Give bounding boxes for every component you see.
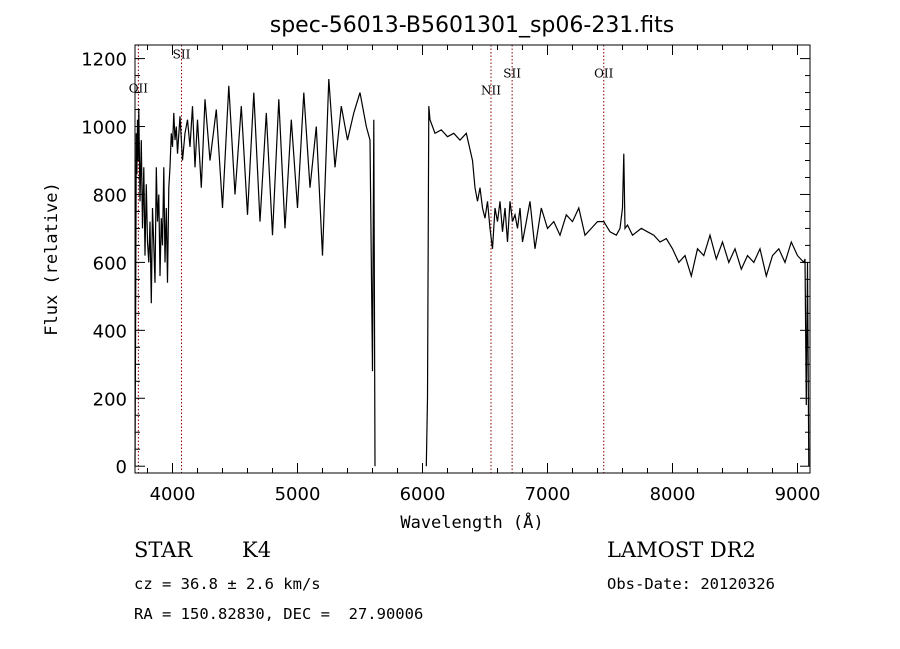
- emission-line-label: NII: [481, 83, 501, 97]
- flux-series-line: [134, 78, 810, 467]
- x-tick-label: 8000: [650, 484, 696, 505]
- y-tick-label: 400: [93, 321, 127, 342]
- y-tick-label: 1200: [81, 50, 127, 71]
- emission-line-label: OII: [129, 82, 149, 96]
- y-axis-label: Flux (relative): [42, 182, 62, 336]
- x-tick-label: 7000: [525, 484, 571, 505]
- coordinates-label: RA = 150.82830, DEC = 27.90006: [134, 605, 424, 623]
- emission-line-label: SII: [503, 66, 521, 80]
- y-tick-label: 0: [116, 457, 127, 478]
- y-tick-label: 1000: [81, 118, 127, 139]
- x-tick-label: 9000: [775, 484, 821, 505]
- x-tick-label: 5000: [275, 484, 321, 505]
- y-tick-label: 800: [93, 185, 127, 206]
- y-tick-label: 600: [93, 253, 127, 274]
- series-group: [134, 78, 810, 467]
- x-tick-label: 4000: [150, 484, 196, 505]
- subclass-label: K4: [242, 538, 272, 562]
- y-tick-label: 200: [93, 389, 127, 410]
- plot-axes: 4000 5000 6000 7000 8000 9000 0 200 400 600 800 100…: [81, 44, 821, 505]
- survey-label: LAMOST DR2: [607, 538, 756, 562]
- emission-line-label: OII: [594, 66, 614, 80]
- obs-date-label: Obs-Date: 20120326: [607, 575, 775, 593]
- chart-title: spec-56013-B5601301_sp06-231.fits: [270, 13, 675, 38]
- x-axis-label: Wavelength (Å): [400, 511, 543, 533]
- x-tick-label: 6000: [400, 484, 446, 505]
- redshift-label: cz = 36.8 ± 2.6 km/s: [134, 575, 321, 593]
- plot-frame: [134, 44, 811, 474]
- emission-line-label: SII: [173, 48, 191, 62]
- class-label: STAR: [134, 538, 193, 562]
